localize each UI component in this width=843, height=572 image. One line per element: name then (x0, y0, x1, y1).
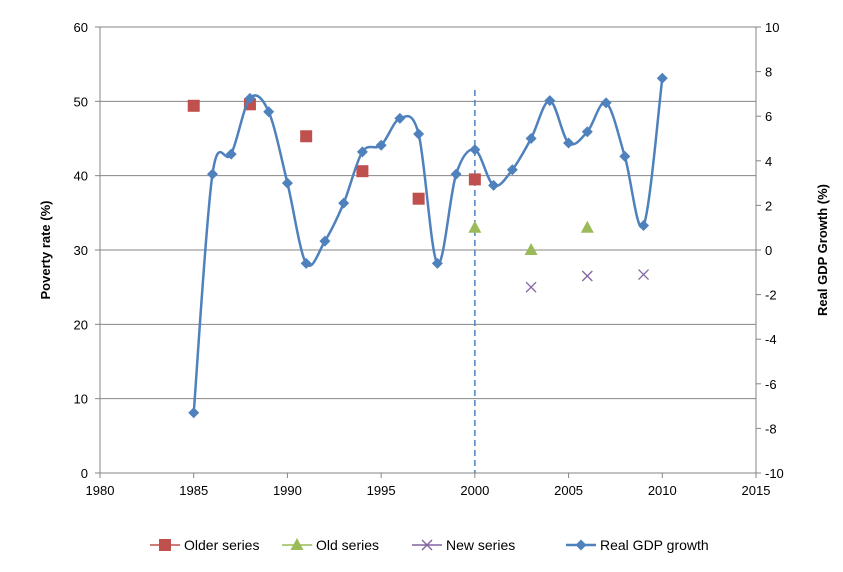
data-point (563, 137, 575, 149)
y-left-tick-label: 60 (74, 20, 88, 35)
data-point (375, 139, 387, 151)
data-point (431, 257, 443, 269)
legend-label: Real GDP growth (600, 537, 709, 553)
legend-item: New series (412, 537, 515, 553)
data-point (356, 146, 368, 158)
data-point (356, 165, 369, 178)
y-right-tick-label: -2 (765, 288, 777, 303)
y-left-tick-label: 50 (74, 94, 88, 109)
data-point (638, 269, 650, 280)
data-point-stroke (638, 269, 650, 280)
data-point (319, 235, 331, 247)
axes: 1980 1985 1990 1995 2000 2005 2010 201501020304… (38, 20, 830, 498)
y-axis-left-title: Poverty rate (%) (38, 201, 53, 300)
data-series (187, 72, 668, 473)
data-point (656, 72, 668, 84)
x-tick-label: 1985 (179, 483, 208, 498)
data-point (468, 173, 481, 186)
data-point (413, 128, 425, 140)
y-left-tick-label: 20 (74, 317, 88, 332)
data-point (506, 164, 518, 176)
data-point (300, 257, 312, 269)
y-right-tick-label: 0 (765, 243, 772, 258)
x-tick-label: 2000 (460, 483, 489, 498)
y-right-tick-label: 10 (765, 20, 779, 35)
legend-marker (290, 538, 304, 550)
data-point (412, 192, 425, 205)
legend-marker (575, 539, 587, 551)
legend-marker (421, 539, 433, 551)
data-point (206, 168, 218, 180)
legend-label: New series (446, 537, 515, 553)
legend-marker-stroke (421, 539, 433, 551)
y-left-tick-label: 30 (74, 243, 88, 258)
series-line (192, 78, 664, 413)
series-new-series (525, 269, 650, 293)
data-point (488, 179, 500, 191)
data-point (525, 133, 537, 144)
data-point (281, 177, 293, 189)
legend-item: Older series (150, 537, 259, 553)
data-point-stroke (525, 281, 537, 293)
data-point (525, 281, 537, 293)
data-point (188, 407, 200, 419)
x-tick-label: 2010 (648, 483, 677, 498)
data-point (338, 197, 350, 209)
x-tick-label: 1990 (273, 483, 302, 498)
data-point-stroke (581, 270, 593, 282)
data-point (544, 95, 556, 107)
data-point (263, 106, 275, 118)
data-point (619, 150, 631, 162)
x-tick-label: 1995 (367, 483, 396, 498)
legend: Older series Old series New series Real GDP… (150, 537, 709, 553)
y-right-tick-label: -10 (765, 466, 784, 481)
data-point (468, 220, 482, 233)
legend-item: Real GDP growth (566, 537, 709, 553)
y-right-tick-label: -6 (765, 377, 777, 392)
y-left-tick-label: 0 (81, 466, 88, 481)
series-old-series (468, 220, 594, 255)
y-right-tick-label: 4 (765, 154, 772, 169)
y-right-tick-label: -4 (765, 332, 777, 347)
data-point (450, 168, 462, 180)
data-point (394, 112, 406, 124)
x-tick-label: 2005 (554, 483, 583, 498)
legend-item: Old series (282, 537, 379, 553)
data-point (581, 126, 593, 138)
y-right-tick-label: 6 (765, 109, 772, 124)
data-point (225, 148, 237, 160)
grid-lines (100, 26, 756, 474)
y-axis-right-title: Real GDP Growth (%) (815, 184, 830, 316)
series-real-gdp-growth (188, 72, 668, 419)
data-point (469, 144, 481, 156)
data-point (187, 99, 200, 112)
legend-label: Older series (184, 537, 259, 553)
legend-label: Old series (316, 537, 379, 553)
y-right-tick-label: 2 (765, 198, 772, 213)
data-point (524, 243, 538, 255)
data-point (581, 270, 593, 282)
x-tick-label: 1980 (86, 483, 115, 498)
data-point (600, 97, 612, 109)
data-point (300, 130, 313, 143)
x-tick-label: 2015 (742, 483, 771, 498)
y-right-tick-label: -8 (765, 421, 777, 436)
data-point (580, 220, 594, 233)
y-left-tick-label: 40 (74, 169, 88, 184)
data-point (244, 92, 256, 104)
data-point (638, 219, 650, 231)
legend-marker (159, 539, 171, 551)
y-left-tick-label: 10 (74, 392, 88, 407)
y-right-tick-label: 8 (765, 65, 772, 80)
